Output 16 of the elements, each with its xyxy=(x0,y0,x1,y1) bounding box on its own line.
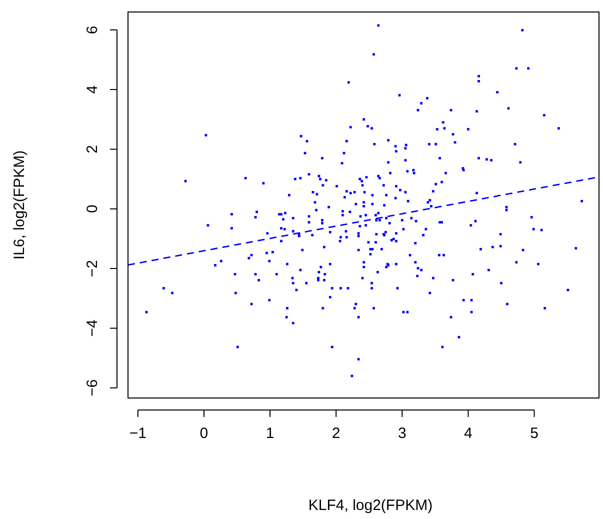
y-tick-label: −6 xyxy=(84,379,102,396)
x-tick-label: 3 xyxy=(398,425,406,442)
x-tick-label: 5 xyxy=(530,425,538,442)
x-tick-label: 1 xyxy=(266,425,274,442)
y-tick-label: −4 xyxy=(84,320,102,337)
x-tick-label: 4 xyxy=(464,425,472,442)
y-tick-label: 0 xyxy=(84,204,102,214)
y-axis-title: IL6, log2(FPKM) xyxy=(11,150,28,260)
x-tick-label: −1 xyxy=(129,425,146,442)
x-tick-label: 2 xyxy=(332,425,340,442)
y-tick-label: 4 xyxy=(84,85,102,94)
y-tick-label: 2 xyxy=(84,145,102,154)
x-tick-label: 0 xyxy=(200,425,208,442)
x-axis-title: KLF4, log2(FPKM) xyxy=(308,497,433,514)
y-tick-label: 6 xyxy=(84,26,102,34)
y-tick-label: −2 xyxy=(84,260,102,278)
